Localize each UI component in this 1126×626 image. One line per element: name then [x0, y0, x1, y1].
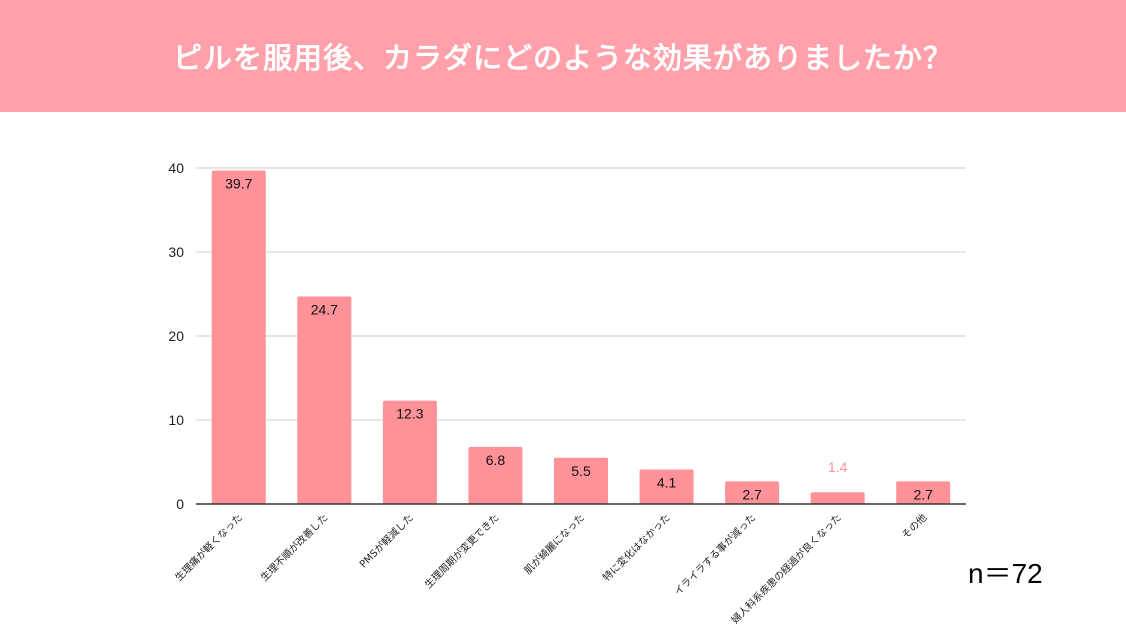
bar	[810, 492, 865, 504]
bar	[896, 481, 951, 504]
header-banner: ピルを服用後、カラダにどのような効果がありましたか？	[0, 0, 1126, 112]
chart-title: ピルを服用後、カラダにどのような効果がありましたか？	[172, 41, 953, 75]
bar	[468, 446, 523, 504]
y-tick-label: 10	[168, 412, 184, 428]
data-label: 39.7	[225, 176, 252, 192]
x-category-label: 肌が綺麗になった	[521, 511, 587, 577]
x-category-label: その他	[899, 511, 929, 541]
y-axis-ticks: 0 10 20 30 40	[168, 160, 184, 512]
x-category-label: PMSが軽減した	[357, 511, 416, 570]
data-label: 1.4	[828, 459, 848, 475]
data-labels: 39.7 24.7 12.3 6.8 5.5 4.1 2.7 1.4 2.7	[225, 176, 933, 503]
data-label: 6.8	[486, 452, 506, 468]
y-tick-label: 40	[168, 160, 184, 176]
y-tick-label: 30	[168, 244, 184, 260]
bars	[211, 170, 951, 504]
bar	[297, 296, 352, 504]
x-axis-labels: 生理痛が軽くなった 生理不順が改善した PMSが軽減した 生理周期が変更できた 肌が綺麗…	[172, 511, 929, 626]
data-label: 2.7	[913, 486, 933, 502]
x-category-label: 生理痛が軽くなった	[172, 511, 245, 584]
x-category-label: イライラする事が減った	[671, 511, 758, 598]
data-label: 2.7	[742, 486, 762, 502]
bar	[211, 170, 266, 504]
x-category-label: 生理不順が改善した	[258, 511, 331, 584]
sample-size-label: n＝72	[968, 558, 1043, 589]
x-category-label: 生理周期が変更できた	[422, 511, 502, 591]
y-tick-label: 0	[176, 496, 184, 512]
data-label: 12.3	[396, 406, 423, 422]
y-tick-label: 20	[168, 328, 184, 344]
x-category-label: 特に変化はなかった	[600, 511, 673, 584]
bar	[639, 469, 694, 504]
data-label: 5.5	[571, 463, 591, 479]
data-label: 4.1	[657, 475, 677, 491]
bar	[725, 481, 780, 504]
data-label: 24.7	[311, 302, 338, 318]
bar	[554, 457, 608, 504]
bar	[382, 400, 437, 504]
